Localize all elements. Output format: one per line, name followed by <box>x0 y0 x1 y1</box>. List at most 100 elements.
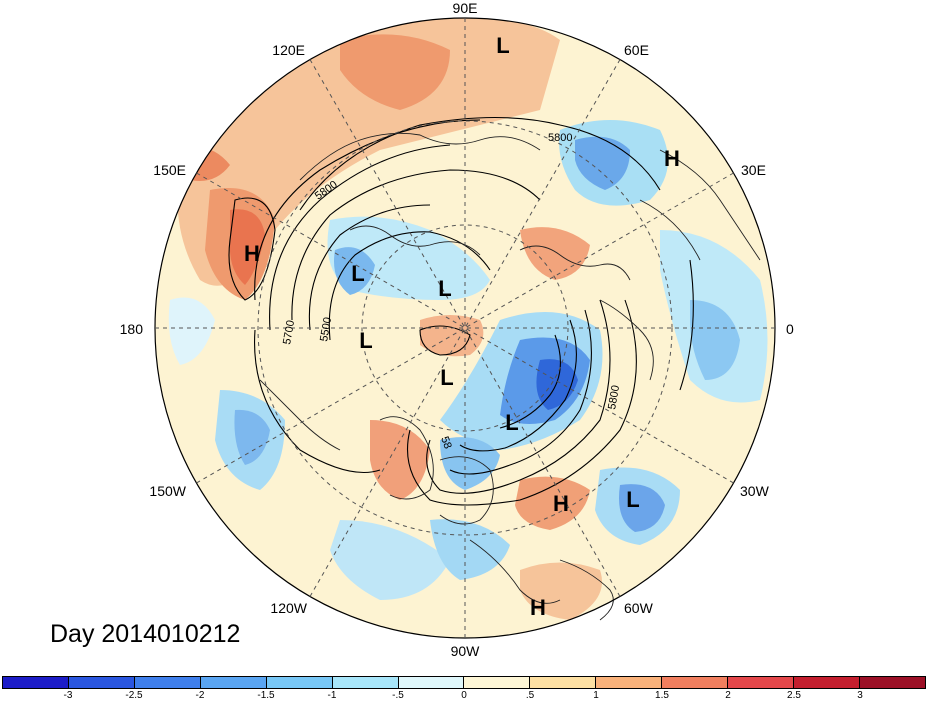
anomaly-patch <box>536 359 578 410</box>
contour-line <box>406 299 637 506</box>
colorbar-tick-label: 1.5 <box>655 690 669 701</box>
contour-label: 58 <box>438 435 453 451</box>
colorbar-box <box>859 677 925 688</box>
colorbar-tick-label: -3 <box>63 690 73 701</box>
colorbar-box <box>200 677 267 688</box>
contour-line <box>299 116 661 211</box>
anomaly-field <box>155 18 775 638</box>
coastlines <box>259 132 761 621</box>
anomaly-patch <box>520 562 602 620</box>
colorbar-tick-label: .5 <box>525 690 535 701</box>
colorbar-box <box>794 677 860 688</box>
lon-label-0: 0 <box>786 321 794 337</box>
pressure-center-label: L <box>351 261 364 286</box>
anomaly-patch <box>420 315 484 357</box>
graticule <box>155 18 775 638</box>
pressure-center-label: H <box>530 595 546 620</box>
coastline <box>259 379 341 451</box>
pressure-center-label: L <box>626 487 639 512</box>
colorbar-tick-label: -.5 <box>392 690 404 701</box>
contour-line <box>228 197 276 301</box>
contour-line <box>254 119 481 301</box>
colorbar-box <box>398 677 465 688</box>
pressure-center-label: L <box>496 33 509 58</box>
map-title: Day 2014010212 <box>50 620 241 648</box>
colorbar-box <box>134 677 201 688</box>
colorbar-tick-label: -1.5 <box>257 690 275 701</box>
colorbar-tick-label: 1 <box>593 690 599 701</box>
contour-label: 5700 <box>281 319 297 345</box>
pressure-center-label: H <box>664 146 680 171</box>
colorbar-tick-label: -1 <box>327 690 337 701</box>
pressure-center-label: L <box>359 328 372 353</box>
coastline <box>519 245 631 281</box>
colorbar-box <box>596 677 663 688</box>
coastline <box>439 456 494 525</box>
colorbar-box <box>530 677 597 688</box>
anomaly-patch <box>330 520 450 600</box>
lon-label-60e: 60E <box>624 42 649 58</box>
pressure-center-label: L <box>440 365 453 390</box>
coastline <box>639 199 701 261</box>
contour-line <box>449 309 592 475</box>
colorbar-box <box>3 677 69 688</box>
anomaly-patch <box>520 227 590 280</box>
lon-label-180: 180 <box>120 321 144 337</box>
latitude-circle <box>257 120 673 536</box>
colorbar <box>2 676 926 689</box>
contour-line <box>499 334 561 429</box>
colorbar-box <box>662 677 729 688</box>
colorbar-box <box>68 677 135 688</box>
anomaly-patch <box>515 476 590 530</box>
colorbar-tick-label: -2 <box>195 690 205 701</box>
anomaly-patch <box>619 484 665 532</box>
lon-label-90e: 90E <box>453 0 478 16</box>
contour-line <box>459 319 577 452</box>
coastline <box>659 149 761 261</box>
contour-line <box>308 204 431 331</box>
colorbar-box <box>728 677 795 688</box>
latitude-circle <box>361 224 569 432</box>
anomaly-patch <box>334 247 375 295</box>
colorbar-tick-label: 0 <box>461 690 467 701</box>
anomaly-patch <box>690 300 740 380</box>
contour-line <box>419 325 471 356</box>
pressure-center-label: L <box>505 410 518 435</box>
colorbar-box <box>464 677 531 688</box>
height-contours <box>228 116 694 506</box>
anomaly-patch <box>168 297 215 365</box>
lon-label-30e: 30E <box>741 162 766 178</box>
lon-label-30w: 30W <box>740 483 770 499</box>
pressure-center-label: L <box>438 276 451 301</box>
anomaly-patch <box>229 209 265 285</box>
contour-line <box>426 299 611 494</box>
colorbar-box <box>332 677 399 688</box>
colorbar-box <box>266 677 333 688</box>
contour-line <box>269 144 451 331</box>
coastline <box>469 539 561 604</box>
contour-label: 5500 <box>318 316 334 342</box>
lon-label-120e: 120E <box>272 42 305 58</box>
colorbar-tick-label: 2 <box>725 690 731 701</box>
contour-line <box>291 169 541 321</box>
pressure-center-label: H <box>244 241 260 266</box>
colorbar-tick-label: 2.5 <box>787 690 801 701</box>
anomaly-patch <box>340 34 450 110</box>
anomaly-patch <box>430 519 510 580</box>
lon-label-150w: 150W <box>149 483 186 499</box>
coastline <box>379 416 434 500</box>
coastline <box>349 225 481 256</box>
lon-label-120w: 120W <box>270 600 307 616</box>
anomaly-patch <box>575 136 630 190</box>
lon-label-60w: 60W <box>624 600 654 616</box>
pressure-center-label: H <box>553 491 569 516</box>
colorbar-tick-label: -2.5 <box>125 690 143 701</box>
contour-line <box>253 329 381 473</box>
coastline <box>299 132 541 181</box>
colorbar-tick-label: 3 <box>857 690 863 701</box>
coastline <box>559 559 614 621</box>
coastline <box>599 299 654 381</box>
contour-label: 5800 <box>548 132 572 144</box>
contour-label: 5800 <box>606 384 622 410</box>
